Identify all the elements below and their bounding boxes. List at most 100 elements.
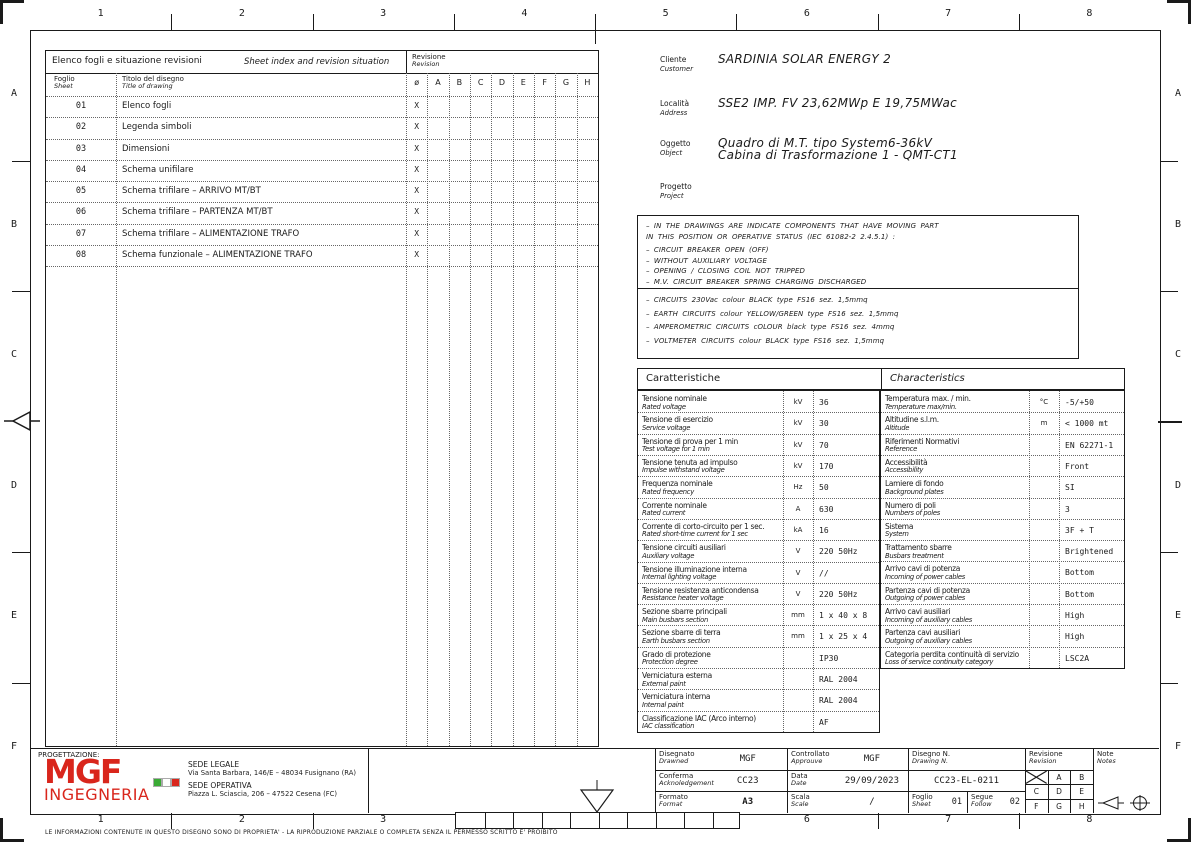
characteristics-right-label-it: Arrivo cavi di potenza	[885, 564, 961, 574]
characteristics-right-label-en: Loss of service continuity category	[885, 658, 994, 667]
line	[877, 813, 879, 829]
sheet-row-revision-mark: X	[414, 186, 420, 195]
rev-column-header: G	[562, 78, 570, 87]
foglio-tb-label-it: Foglio	[912, 793, 933, 801]
characteristics-left-unit: Hz	[793, 483, 803, 492]
disegno-label-it: Disegno N.	[912, 750, 951, 758]
formato-label-en: Format	[659, 800, 683, 808]
dotted-line	[576, 73, 578, 746]
dotted-line	[638, 625, 879, 627]
grid-ref-col-top: 7	[945, 8, 952, 19]
left-center-mark-icon	[4, 410, 40, 432]
line	[1158, 421, 1182, 423]
characteristics-right-label-it: Accessibilità	[885, 457, 928, 467]
sheet-row-title: Elenco fogli	[122, 101, 172, 111]
characteristics-left-label-en: Rated voltage	[642, 402, 686, 411]
project-field-label-it: Località	[660, 99, 690, 108]
formato-label-it: Formato	[659, 793, 688, 801]
sheet-row-revision-mark: X	[414, 228, 420, 238]
line	[484, 813, 486, 828]
characteristics-left-value: 70	[819, 440, 829, 450]
corner-trim-mark	[0, 0, 24, 3]
characteristics-right-label-it: Partenza cavi di potenza	[885, 585, 970, 595]
characteristics-left-value: 16	[819, 525, 829, 535]
line	[171, 813, 173, 829]
segue-label-en: Follow	[971, 800, 992, 808]
line	[312, 813, 314, 829]
characteristics-right-label-it: Numero di poli	[885, 500, 936, 510]
characteristics-left-unit: V	[795, 547, 801, 556]
line	[655, 813, 657, 828]
moving-part-notes-box: – IN THE DRAWINGS ARE INDICATE COMPONENT…	[637, 215, 1079, 289]
revision-grid-cell: E	[1079, 787, 1085, 797]
characteristics-right-value: EN 62271-1	[1065, 440, 1114, 450]
characteristics-left-value: 170	[819, 461, 834, 471]
characteristics-left-value: //	[819, 568, 829, 578]
rev-column-header: B	[456, 78, 463, 87]
characteristics-header: Caratteristiche Characteristics	[637, 368, 1125, 390]
line	[1025, 748, 1026, 813]
line	[598, 813, 600, 828]
data-label-it: Data	[791, 772, 808, 780]
line	[12, 682, 30, 684]
note-label-en: Notes	[1097, 757, 1116, 765]
dotted-line	[881, 454, 1124, 456]
footer-disclaimer: LE INFORMAZIONI CONTENUTE IN QUESTO DISE…	[45, 829, 558, 836]
sheet-row-title: Schema trifilare – ALIMENTAZIONE TRAFO	[122, 228, 300, 239]
characteristics-left-label-en: Protection degree	[642, 658, 698, 667]
grid-ref-row-right: D	[1174, 479, 1182, 491]
characteristics-left-label-it: Tensione nominale	[642, 394, 707, 403]
dotted-line	[512, 73, 514, 746]
disegnato-label-it: Disegnato	[659, 750, 695, 758]
characteristics-left-label-en: Internal lighting voltage	[642, 573, 717, 581]
project-field-label-en: Customer	[660, 65, 694, 73]
dotted-line	[881, 646, 1124, 648]
sheet-row-revision-mark: X	[414, 249, 420, 259]
progettazione-label: PROGETTAZIONE:	[38, 751, 100, 759]
note-line: – M.V. CIRCUIT BREAKER SPRING CHARGING D…	[646, 277, 867, 286]
characteristics-left-label-it: Tensione tenuta ad impulso	[642, 457, 738, 467]
sheet-row-number: 06	[75, 207, 87, 218]
line	[46, 73, 598, 74]
characteristics-right-label-en: Busbars treatment	[885, 551, 944, 560]
line	[877, 14, 879, 30]
dotted-line	[116, 73, 117, 746]
characteristics-left-unit: kV	[793, 461, 803, 470]
titleblock-scala-cell: Scala Scale /	[787, 791, 908, 813]
line	[1018, 14, 1020, 30]
dotted-line	[638, 710, 879, 712]
line	[684, 813, 685, 828]
characteristics-right-value: < 1000 mt	[1065, 419, 1109, 429]
characteristics-right-value: High	[1065, 632, 1085, 642]
characteristics-right-label-en: Temperature max/min.	[885, 402, 957, 411]
dotted-line	[881, 582, 1124, 584]
grid-ref-row-left: C	[10, 349, 18, 361]
dotted-line	[881, 476, 1124, 478]
revision-header-cell: Revisione Revision	[406, 51, 597, 73]
sheet-row-number: 05	[75, 186, 87, 196]
characteristics-left-value: 220 50Hz	[819, 589, 858, 599]
line	[594, 14, 596, 44]
characteristics-right-label-en: Numbers of poles	[885, 509, 941, 518]
sheet-index-title-it: Elenco fogli e situazione revisioni	[52, 56, 202, 66]
line	[627, 813, 628, 828]
characteristics-left-label-it: Sezione sbarre di terra	[642, 628, 721, 638]
characteristics-left-value: 50	[819, 483, 829, 493]
dotted-line	[46, 138, 598, 140]
dotted-line	[638, 412, 879, 414]
dotted-line	[46, 117, 598, 119]
rev-column-header: C	[477, 78, 484, 87]
characteristics-left-label-it: Tensione illuminazione interna	[642, 564, 747, 574]
dotted-line	[638, 454, 879, 456]
titleblock-foglio-cell: Foglio Sheet 01	[908, 791, 967, 813]
data-value: 29/09/2023	[844, 775, 899, 786]
characteristics-title-it: Caratteristiche	[646, 373, 721, 384]
characteristics-right-label-it: Partenza cavi ausiliari	[885, 628, 961, 638]
sheet-row-title: Schema funzionale – ALIMENTAZIONE TRAFO	[122, 249, 313, 260]
note-line: – CIRCUIT BREAKER OPEN (OFF)	[646, 246, 769, 254]
characteristics-left-label-en: Internal paint	[642, 700, 684, 709]
characteristics-left-label-en: Auxiliary voltage	[642, 551, 695, 560]
dotted-line	[1029, 391, 1030, 668]
scala-value: /	[869, 797, 875, 807]
characteristics-left-label-it: Corrente nominale	[642, 500, 707, 510]
